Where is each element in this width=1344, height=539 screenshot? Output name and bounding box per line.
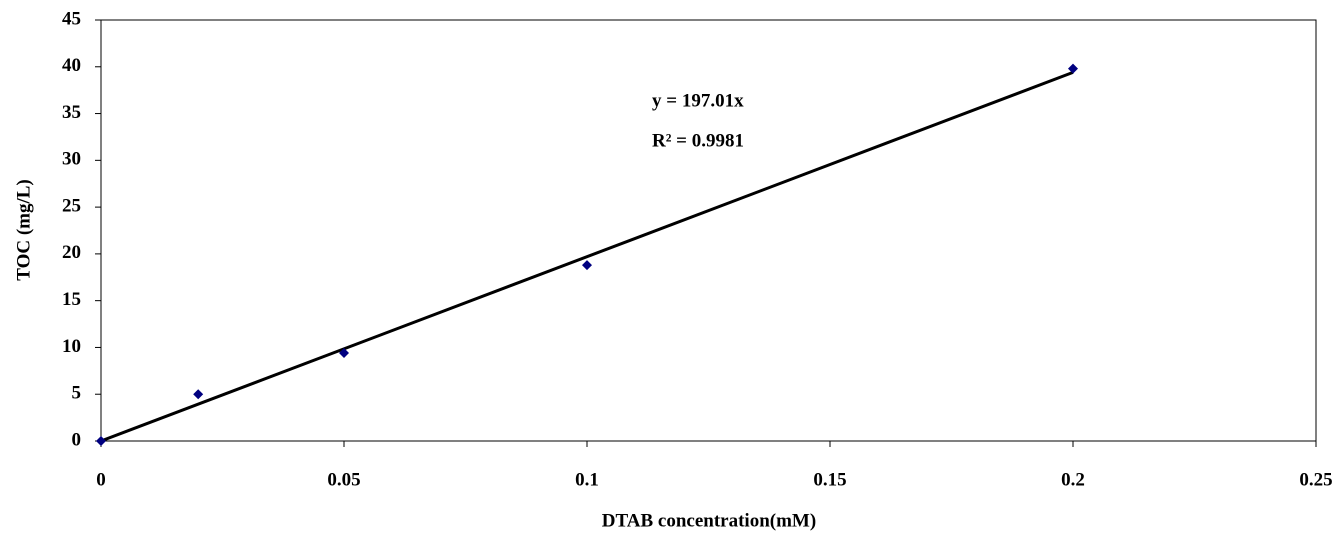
y-tick-label: 20 <box>62 242 81 263</box>
x-axis-title: DTAB concentration(mM) <box>602 510 816 531</box>
y-tick-label: 5 <box>72 383 82 404</box>
y-tick-label: 15 <box>62 289 81 310</box>
x-tick-label: 0.05 <box>327 469 360 490</box>
r-squared-label: R² = 0.9981 <box>652 130 744 151</box>
data-point <box>1068 63 1078 74</box>
data-point <box>582 260 592 271</box>
trendline <box>100 70 1074 443</box>
y-tick-label: 30 <box>62 149 81 170</box>
x-tick-label: 0.25 <box>1299 469 1332 490</box>
y-axis-title: TOC (mg/L) <box>13 179 34 281</box>
y-tick-label: 10 <box>62 336 81 357</box>
y-tick-label: 45 <box>62 8 81 29</box>
data-point <box>96 436 106 446</box>
data-point <box>339 348 349 359</box>
data-point <box>193 389 204 400</box>
x-tick-label: 0 <box>96 469 106 490</box>
x-tick-label: 0.2 <box>1061 469 1085 490</box>
y-tick-label: 35 <box>62 102 81 123</box>
y-tick-label: 40 <box>62 55 81 76</box>
y-tick-label: 25 <box>62 195 81 216</box>
x-tick-label: 0.15 <box>813 469 846 490</box>
plot-frame <box>100 19 1317 442</box>
x-tick-label: 0.1 <box>575 469 599 490</box>
y-tick-label: 0 <box>72 429 82 450</box>
equation-label: y = 197.01x <box>652 90 744 111</box>
